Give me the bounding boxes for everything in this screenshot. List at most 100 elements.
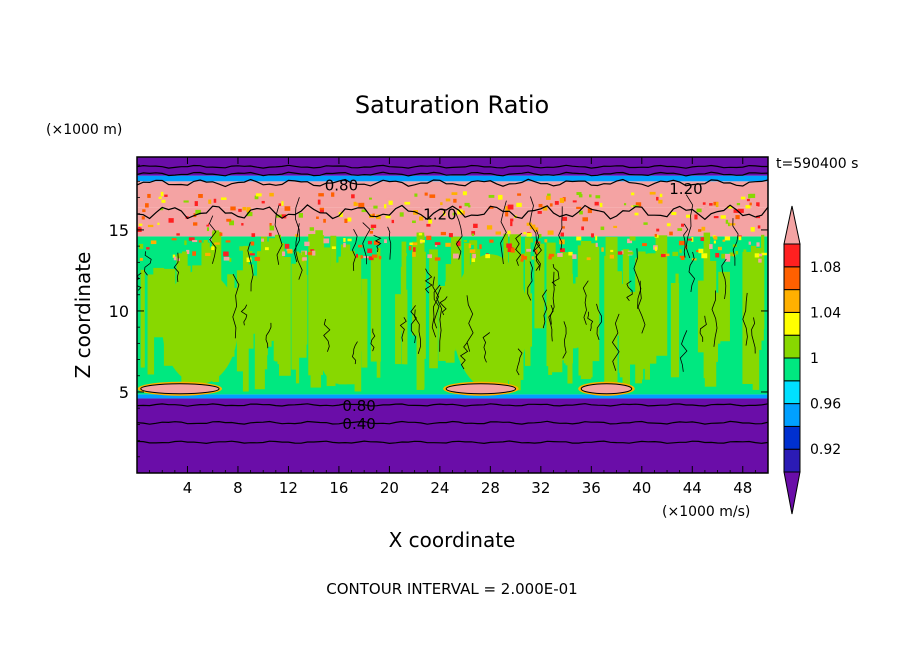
speckle	[707, 219, 711, 222]
speckle	[269, 192, 274, 197]
speckle	[307, 252, 313, 256]
speckle	[669, 231, 673, 236]
plume	[403, 289, 408, 365]
plume	[704, 260, 717, 387]
speckle	[725, 253, 731, 259]
colorbar-box	[783, 266, 801, 291]
contour-0.40-upper	[137, 164, 768, 169]
speckle	[239, 246, 245, 251]
speckle	[309, 227, 314, 231]
contour-wiggle	[399, 317, 407, 342]
speckle	[463, 239, 468, 243]
speckle	[445, 198, 451, 202]
speckle	[168, 218, 174, 223]
speckle	[182, 251, 187, 255]
plume	[626, 291, 639, 365]
speckle	[737, 208, 744, 213]
plume	[718, 271, 730, 342]
contour-wiggle	[455, 212, 463, 260]
speckle	[146, 247, 150, 250]
speckle	[171, 238, 177, 241]
speckle	[343, 242, 346, 248]
speckle	[157, 222, 160, 226]
contour-wiggle	[515, 232, 523, 266]
plume-core	[162, 270, 238, 384]
speckle	[158, 196, 162, 199]
contour-wiggle	[742, 292, 748, 346]
contour-wiggle	[208, 215, 217, 264]
speckle	[435, 244, 438, 247]
speckle	[725, 219, 729, 224]
speckle	[506, 243, 512, 248]
speckle	[701, 253, 708, 259]
speckle	[310, 249, 315, 252]
speckle	[241, 223, 244, 226]
speckle	[160, 207, 164, 211]
speckle	[442, 211, 446, 216]
speckle	[713, 216, 719, 219]
speckle	[663, 253, 670, 257]
speckle	[746, 198, 750, 202]
speckle	[384, 204, 387, 209]
y-units-label: (×1000 m)	[46, 122, 122, 138]
speckle	[205, 252, 211, 256]
speckle	[617, 251, 623, 255]
speckle	[440, 231, 446, 236]
speckle	[507, 204, 514, 210]
speckle	[361, 209, 367, 213]
speckle	[391, 219, 395, 224]
speckle	[694, 214, 698, 220]
speckle	[572, 200, 577, 203]
contour-wiggle	[387, 226, 392, 260]
contour-wiggle	[587, 311, 594, 332]
speckle	[671, 212, 677, 216]
speckle	[242, 206, 246, 211]
speckle	[722, 239, 726, 242]
speckle	[246, 257, 252, 263]
speckle	[748, 241, 751, 245]
speckle	[250, 241, 255, 246]
speckle	[479, 244, 482, 249]
speckle	[534, 227, 539, 232]
colorbar-max-triangle	[783, 205, 801, 245]
y-tick-label: 5	[119, 383, 129, 402]
speckle	[629, 236, 636, 241]
speckle	[225, 240, 231, 243]
speckle	[578, 194, 583, 198]
plume	[370, 257, 381, 362]
contour-wiggle	[611, 313, 620, 371]
contour-wiggle	[240, 304, 248, 326]
speckle	[486, 225, 493, 230]
speckle	[576, 192, 582, 196]
speckle	[376, 214, 381, 220]
speckle	[161, 199, 166, 203]
plume	[590, 246, 600, 362]
speckle	[278, 203, 282, 206]
speckle	[758, 258, 762, 263]
speckle	[554, 201, 559, 205]
speckle	[434, 242, 441, 245]
speckle	[347, 217, 352, 222]
speckle	[229, 220, 235, 226]
plume	[761, 234, 765, 330]
speckle	[589, 194, 592, 198]
speckle	[246, 211, 253, 217]
plume	[670, 282, 680, 378]
speckle	[698, 229, 702, 232]
speckle	[193, 222, 198, 226]
speckle	[211, 246, 215, 251]
speckle	[613, 225, 618, 228]
speckle	[141, 216, 145, 220]
speckle	[709, 203, 713, 206]
speckle	[736, 202, 741, 206]
speckle	[453, 198, 457, 203]
contour-wiggle	[633, 248, 642, 309]
speckle	[530, 238, 533, 243]
speckle	[360, 255, 363, 259]
contour-wiggle	[482, 332, 491, 363]
speckle	[485, 254, 491, 259]
contour-wiggle	[626, 280, 633, 301]
plume	[246, 264, 254, 349]
speckle	[599, 202, 603, 208]
contour-wiggle	[431, 276, 440, 338]
